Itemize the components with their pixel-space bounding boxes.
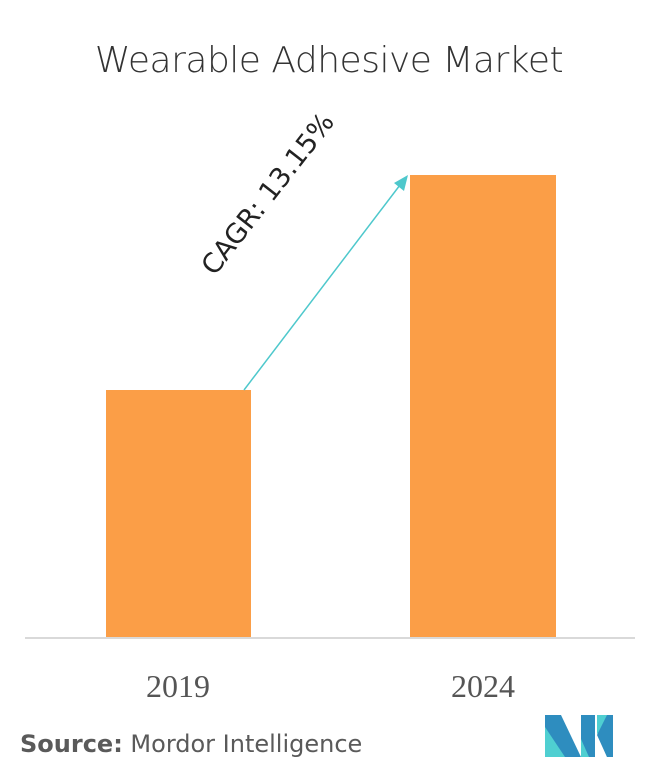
chart-title: Wearable Adhesive Market [94, 40, 564, 81]
x-label-2019: 2019 [146, 668, 210, 704]
x-label-2024: 2024 [451, 668, 515, 704]
source-value: Mordor Intelligence [122, 730, 363, 758]
bar-2019 [106, 390, 251, 638]
x-axis-line [25, 637, 635, 639]
source-label: Source: [20, 730, 123, 758]
source-note: Source: Mordor Intelligence [20, 730, 362, 758]
mordor-logo-icon [545, 715, 613, 757]
bar-2024 [410, 175, 556, 638]
